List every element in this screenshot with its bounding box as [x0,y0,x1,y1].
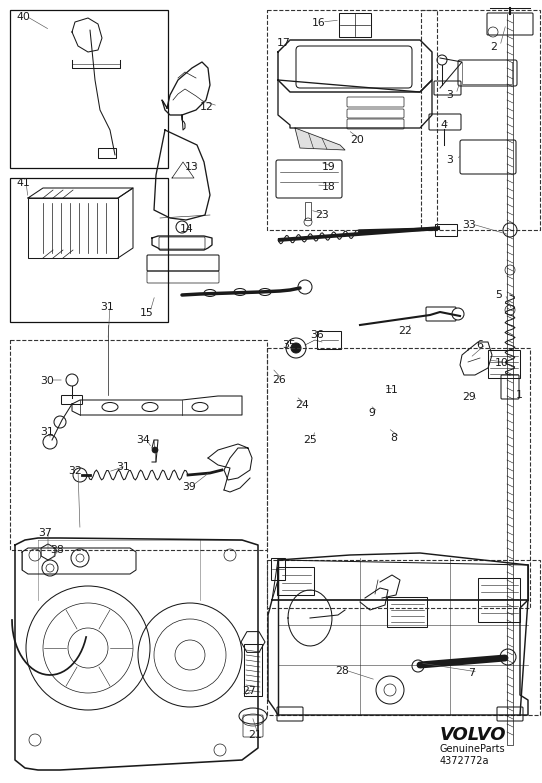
Text: 36: 36 [310,330,324,340]
Text: GenuineParts: GenuineParts [440,744,506,754]
Text: 14: 14 [180,224,193,234]
Ellipse shape [204,290,216,297]
Text: 4372772a: 4372772a [440,756,489,766]
Text: 27: 27 [242,686,256,696]
Bar [10,10,168,168]
Polygon shape [295,128,345,150]
Circle shape [500,649,516,665]
Text: VOLVO: VOLVO [440,726,507,744]
Bar [10,178,168,322]
Text: 29: 29 [462,392,476,402]
Bar [267,560,540,715]
Text: 31: 31 [116,462,130,472]
Text: 3: 3 [446,90,453,100]
Text: 26: 26 [272,375,286,385]
Text: 1: 1 [516,390,523,400]
Bar [421,10,540,230]
Text: 41: 41 [16,178,30,188]
Ellipse shape [259,288,271,295]
Text: 9: 9 [368,408,375,418]
Text: 11: 11 [385,385,399,395]
Text: 38: 38 [50,545,64,555]
Circle shape [54,416,66,428]
Text: 6: 6 [476,340,483,350]
Text: 24: 24 [295,400,309,410]
Text: 21: 21 [248,730,262,740]
Text: 3: 3 [446,155,453,165]
Circle shape [298,280,312,294]
Circle shape [452,308,464,320]
Circle shape [412,660,424,672]
Text: 16: 16 [312,18,326,28]
Text: 13: 13 [185,162,199,172]
Text: 31: 31 [100,302,114,312]
Text: 4: 4 [440,120,447,130]
Bar [267,10,437,230]
Circle shape [43,435,57,449]
Ellipse shape [192,402,208,412]
Text: 5: 5 [495,290,502,300]
Text: 37: 37 [38,528,51,538]
Text: 20: 20 [350,135,364,145]
Ellipse shape [291,343,301,353]
Text: 23: 23 [315,210,329,220]
Text: 30: 30 [40,376,54,386]
Text: 7: 7 [468,668,475,678]
Bar [305,202,311,220]
Text: 15: 15 [140,308,154,318]
Text: 10: 10 [495,358,509,368]
Bar [267,348,530,608]
Text: 28: 28 [335,666,349,676]
Ellipse shape [234,288,246,295]
Text: 34: 34 [136,435,150,445]
Circle shape [152,447,158,453]
Bar [10,340,267,550]
Ellipse shape [142,402,158,412]
Text: 35: 35 [282,340,296,350]
Text: 17: 17 [277,38,291,48]
Text: 18: 18 [322,182,335,192]
Text: 2: 2 [490,42,497,52]
Text: 25: 25 [303,435,317,445]
Ellipse shape [102,402,118,412]
Text: 40: 40 [16,12,30,22]
Text: 32: 32 [68,466,82,476]
Text: 22: 22 [398,326,412,336]
Text: 31: 31 [40,427,54,437]
Text: 19: 19 [322,162,335,172]
Circle shape [73,468,87,482]
Text: 39: 39 [182,482,196,492]
Text: 8: 8 [390,433,397,443]
Text: 33: 33 [462,220,476,230]
Text: 12: 12 [200,102,214,112]
